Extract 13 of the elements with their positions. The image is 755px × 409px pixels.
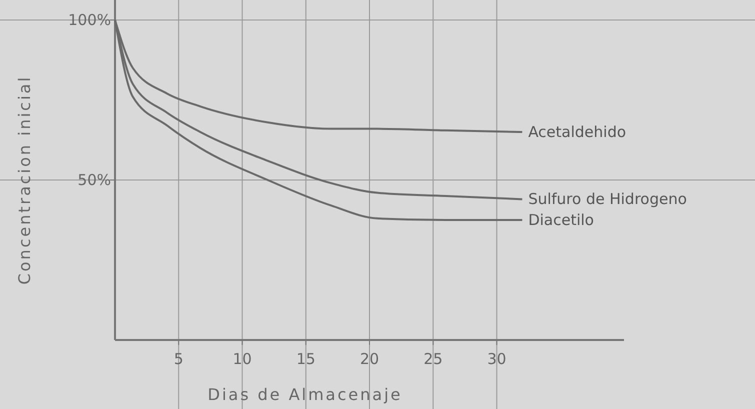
- y-tick-label: 50%: [78, 171, 111, 189]
- x-axis-title: Dias de Almacenaje: [208, 385, 402, 404]
- x-tick-label: 30: [487, 350, 506, 368]
- x-tick-label: 25: [424, 350, 443, 368]
- y-tick-label: 100%: [68, 11, 111, 29]
- x-tick-label: 10: [232, 350, 252, 368]
- series-label: Acetaldehido: [528, 123, 626, 141]
- series-label: Diacetilo: [528, 211, 594, 229]
- x-tick-label: 15: [296, 350, 316, 368]
- x-tick-label: 20: [360, 350, 380, 368]
- x-tick-label: 5: [174, 350, 184, 368]
- y-axis-title: Concentracion inicial: [15, 75, 34, 285]
- series-label: Sulfuro de Hidrogeno: [528, 190, 687, 208]
